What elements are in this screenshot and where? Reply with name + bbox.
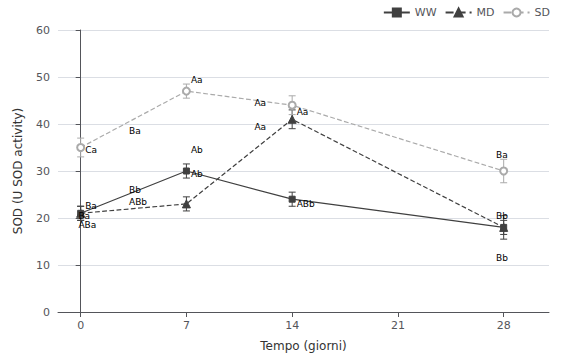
svg-text:Aa: Aa	[254, 98, 266, 108]
svg-text:Ba: Ba	[129, 126, 141, 136]
svg-text:50: 50	[36, 71, 50, 84]
svg-text:Bb: Bb	[496, 253, 508, 263]
svg-text:Ba: Ba	[78, 210, 91, 221]
svg-text:WW: WW	[415, 6, 437, 19]
svg-text:Ab: Ab	[191, 145, 203, 155]
svg-text:14: 14	[285, 319, 299, 332]
svg-text:Ba: Ba	[85, 201, 97, 211]
svg-text:10: 10	[36, 259, 50, 272]
svg-text:SOD (U SOD activity): SOD (U SOD activity)	[11, 108, 25, 234]
svg-text:40: 40	[36, 118, 50, 131]
svg-text:60: 60	[36, 24, 50, 37]
svg-text:ABa: ABa	[78, 220, 96, 230]
svg-text:Ab: Ab	[191, 169, 203, 179]
svg-text:7: 7	[183, 319, 190, 332]
svg-text:Aa: Aa	[297, 107, 309, 117]
svg-text:30: 30	[36, 165, 50, 178]
svg-text:Aa: Aa	[254, 122, 266, 132]
svg-text:Ca: Ca	[85, 145, 97, 155]
svg-text:ABb: ABb	[297, 199, 315, 209]
svg-text:0: 0	[77, 319, 84, 332]
svg-text:SD: SD	[535, 6, 550, 19]
svg-text:Ba: Ba	[496, 150, 508, 160]
svg-text:MD: MD	[477, 6, 495, 19]
svg-text:20: 20	[36, 212, 50, 225]
svg-text:28: 28	[497, 319, 511, 332]
svg-text:Bb: Bb	[496, 211, 508, 221]
svg-text:Bb: Bb	[129, 185, 141, 195]
svg-text:Aa: Aa	[191, 75, 203, 85]
svg-text:Tempo (giorni): Tempo (giorni)	[259, 339, 346, 353]
svg-text:21: 21	[391, 319, 405, 332]
svg-text:0: 0	[43, 306, 50, 319]
svg-text:ABb: ABb	[129, 197, 147, 207]
